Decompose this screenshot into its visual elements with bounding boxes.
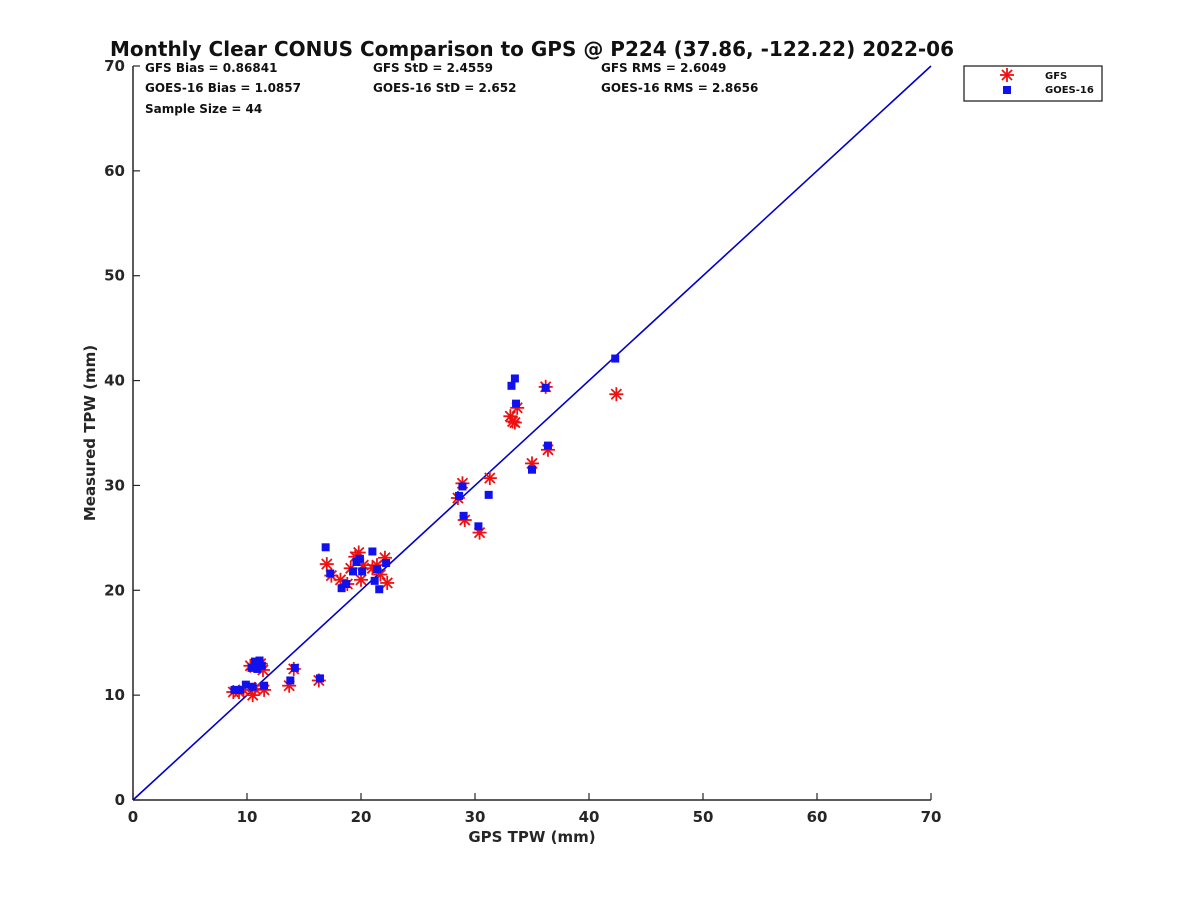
x-tick-label: 50 <box>693 808 714 826</box>
gfs-point <box>319 557 334 572</box>
y-tick-label: 0 <box>115 791 125 809</box>
goes16-point <box>543 441 552 450</box>
gfs-point <box>609 387 624 402</box>
stat-gfs-std: GFS StD = 2.4559 <box>373 61 493 75</box>
y-axis-label: Measured TPW (mm) <box>81 345 99 521</box>
goes16-point <box>507 381 516 390</box>
goes16-point <box>382 559 391 568</box>
stats-block: GFS Bias = 0.86841 GFS StD = 2.4559 GFS … <box>145 61 758 116</box>
goes16-point <box>484 490 493 499</box>
goes16-point <box>370 576 379 585</box>
goes16-point <box>512 399 521 408</box>
gfs-point <box>380 575 395 590</box>
legend-square-icon <box>1003 86 1011 94</box>
goes16-point <box>510 374 519 383</box>
goes16-point <box>459 511 468 520</box>
goes16-point <box>528 465 536 474</box>
goes16-point <box>236 685 245 694</box>
goes16-point <box>247 663 256 672</box>
goes16-point <box>260 681 269 690</box>
y-tick-label: 40 <box>104 372 125 390</box>
legend-marker-gfs <box>1000 68 1014 82</box>
gfs-point <box>482 471 497 486</box>
x-tick-label: 60 <box>807 808 828 826</box>
stat-gfs-bias: GFS Bias = 0.86841 <box>145 61 277 75</box>
goes16-point <box>253 664 262 673</box>
y-tick-label: 10 <box>104 686 125 704</box>
stat-goes-rms: GOES-16 RMS = 2.8656 <box>601 81 758 95</box>
goes16-point <box>541 383 550 392</box>
goes16-point <box>337 584 346 593</box>
goes16-point <box>458 482 467 491</box>
goes16-point <box>349 567 358 576</box>
stat-gfs-rms: GFS RMS = 2.6049 <box>601 61 726 75</box>
x-tick-label: 20 <box>351 808 372 826</box>
legend: GFS GOES-16 <box>963 65 1103 102</box>
x-tick-label: 0 <box>128 808 138 826</box>
goes16-point <box>241 680 250 689</box>
stat-goes-bias: GOES-16 Bias = 1.0857 <box>145 81 301 95</box>
goes16-point <box>255 656 264 665</box>
goes16-point <box>368 547 377 556</box>
goes16-point <box>358 567 367 576</box>
goes16-point <box>321 543 330 552</box>
goes16-point <box>375 585 384 594</box>
goes16-point <box>611 354 620 363</box>
goes16-point <box>257 661 266 670</box>
x-tick-label: 10 <box>237 808 258 826</box>
goes16-point <box>315 674 324 683</box>
stat-sample-size: Sample Size = 44 <box>145 102 262 116</box>
goes16-point <box>474 522 483 531</box>
goes16-point <box>342 579 351 588</box>
gfs-point <box>507 415 522 430</box>
goes16-point <box>248 682 257 691</box>
y-tick-label: 60 <box>104 162 125 180</box>
goes16-point <box>230 685 239 694</box>
legend-asterisk-icon <box>1000 68 1014 82</box>
y-tick-label: 20 <box>104 581 125 599</box>
axes <box>132 66 931 801</box>
legend-label-gfs: GFS <box>1045 71 1067 82</box>
stat-goes-std: GOES-16 StD = 2.652 <box>373 81 516 95</box>
legend-marker-goes16 <box>1003 86 1011 94</box>
goes16-point <box>286 676 295 685</box>
goes16-point <box>455 491 464 500</box>
goes16-point <box>355 554 364 563</box>
chart-title: Monthly Clear CONUS Comparison to GPS @ … <box>110 37 954 61</box>
y-tick-label: 30 <box>104 476 125 494</box>
data-points <box>226 354 624 703</box>
x-tick-label: 40 <box>579 808 600 826</box>
goes16-point <box>290 663 299 672</box>
goes16-point <box>250 657 259 666</box>
reference-line <box>132 65 932 801</box>
legend-label-goes16: GOES-16 <box>1045 85 1094 96</box>
y-tick-label: 50 <box>104 267 125 285</box>
y-tick-label: 70 <box>104 57 125 75</box>
ticks: 0 10 20 30 40 50 60 70 0 10 20 30 40 50 60 70 <box>104 57 941 826</box>
x-axis-label: GPS TPW (mm) <box>468 828 595 846</box>
legend-box <box>963 65 1103 102</box>
x-tick-label: 30 <box>465 808 486 826</box>
x-tick-label: 70 <box>921 808 942 826</box>
goes16-point <box>326 569 335 578</box>
goes16-point <box>372 565 381 574</box>
